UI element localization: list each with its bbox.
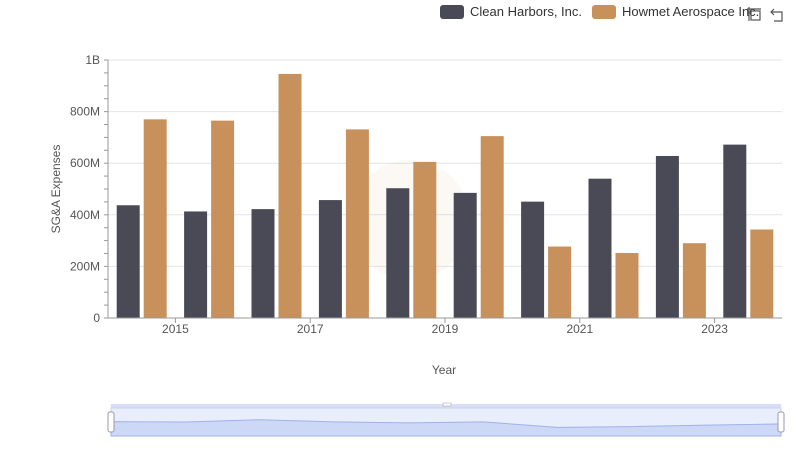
y-tick-label: 0 bbox=[93, 311, 100, 325]
legend-swatch bbox=[592, 4, 616, 19]
bar-howmet-2014[interactable] bbox=[143, 119, 167, 318]
legend-item-howmet[interactable]: Howmet Aerospace Inc. bbox=[592, 4, 759, 19]
chart-toolbar bbox=[746, 6, 786, 22]
range-slider[interactable] bbox=[107, 402, 785, 437]
bar-clean-harbors-2023[interactable] bbox=[723, 144, 747, 318]
x-axis: 2015 2017 2019 2021 2023 bbox=[108, 317, 782, 336]
legend-label: Howmet Aerospace Inc. bbox=[622, 4, 760, 19]
y-tick-label: 600M bbox=[70, 156, 100, 170]
bar-howmet-2018[interactable] bbox=[413, 161, 437, 318]
bar-clean-harbors-2022[interactable] bbox=[655, 155, 679, 318]
bar-clean-harbors-2019[interactable] bbox=[453, 192, 477, 318]
bar-howmet-2020[interactable] bbox=[548, 246, 572, 318]
bar-clean-harbors-2020[interactable] bbox=[521, 201, 545, 318]
slider-overview-area bbox=[110, 419, 782, 437]
bar-clean-harbors-2017[interactable] bbox=[318, 200, 342, 318]
bar-clean-harbors-2018[interactable] bbox=[386, 188, 410, 318]
x-tick-label: 2015 bbox=[162, 322, 189, 336]
legend-label: Clean Harbors, Inc. bbox=[470, 4, 582, 19]
y-tick-label: 200M bbox=[70, 259, 100, 273]
x-tick-label: 2021 bbox=[566, 322, 593, 336]
legend-swatch bbox=[440, 4, 464, 19]
y-axis-label: SG&A Expenses bbox=[49, 145, 63, 234]
bar-howmet-2023[interactable] bbox=[750, 229, 774, 318]
bar-clean-harbors-2014[interactable] bbox=[116, 205, 140, 318]
legend-item-clean-harbors[interactable]: Clean Harbors, Inc. bbox=[440, 4, 582, 19]
x-tick-label: 2017 bbox=[297, 322, 324, 336]
bar-howmet-2021[interactable] bbox=[615, 252, 639, 318]
slider-handle-left[interactable] bbox=[107, 411, 115, 433]
bar-howmet-2015[interactable] bbox=[211, 120, 235, 318]
zoom-reset-icon[interactable] bbox=[770, 6, 786, 22]
legend: Clean Harbors, Inc. Howmet Aerospace Inc… bbox=[440, 4, 759, 19]
zoom-select-icon[interactable] bbox=[746, 6, 762, 22]
bar-howmet-2019[interactable] bbox=[480, 136, 504, 318]
y-tick-label: 800M bbox=[70, 105, 100, 119]
slider-handle-right[interactable] bbox=[777, 411, 785, 433]
bar-clean-harbors-2021[interactable] bbox=[588, 178, 612, 318]
bar-howmet-2016[interactable] bbox=[278, 73, 302, 318]
bar-clean-harbors-2016[interactable] bbox=[251, 209, 275, 318]
bar-howmet-2017[interactable] bbox=[345, 129, 369, 318]
x-axis-label: Year bbox=[432, 363, 456, 377]
y-axis: 0 200M 400M 600M 800M 1B bbox=[70, 53, 109, 325]
x-tick-label: 2019 bbox=[432, 322, 459, 336]
y-tick-label: 1B bbox=[85, 53, 100, 67]
y-tick-label: 400M bbox=[70, 208, 100, 222]
bar-clean-harbors-2015[interactable] bbox=[184, 211, 208, 318]
bars bbox=[116, 73, 774, 318]
bar-howmet-2022[interactable] bbox=[682, 243, 706, 318]
x-tick-label: 2023 bbox=[701, 322, 728, 336]
slider-grip[interactable] bbox=[442, 402, 452, 407]
watermark bbox=[350, 160, 470, 280]
